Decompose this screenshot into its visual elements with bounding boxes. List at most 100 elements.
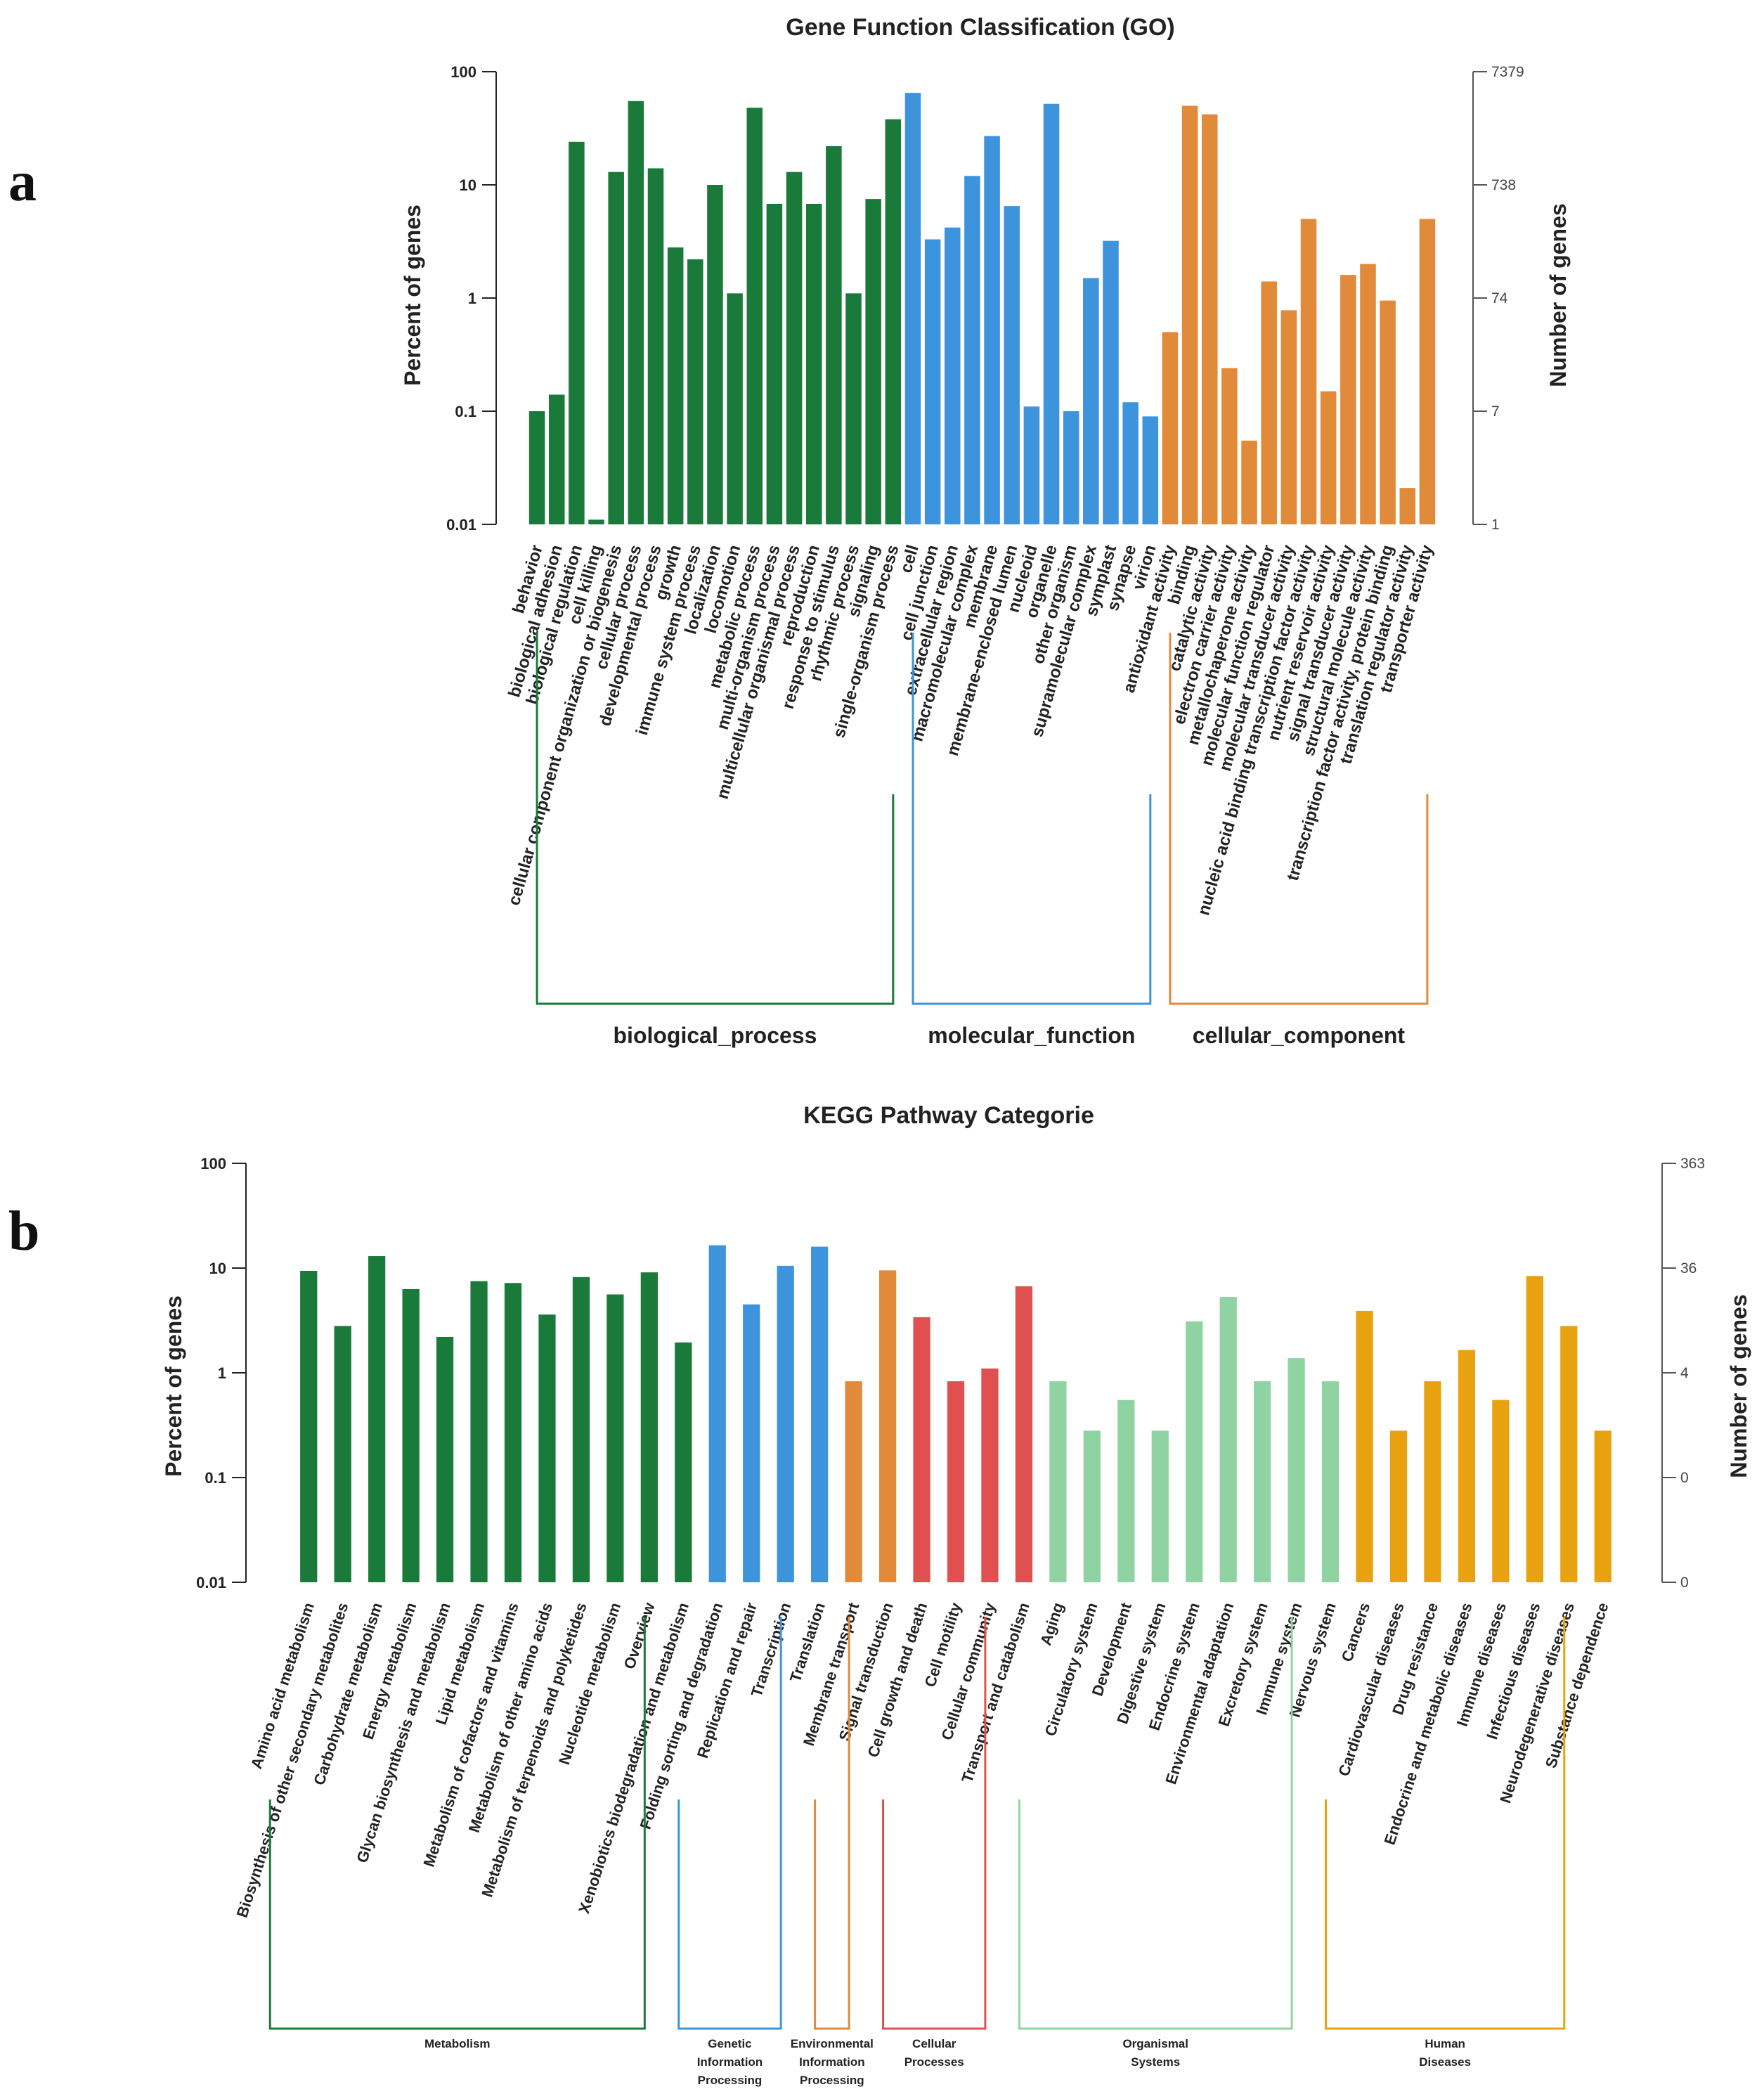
bar-locomotion	[727, 293, 743, 524]
group-label-molecular-function: molecular_function	[928, 1023, 1135, 1048]
right-tick-label: 4	[1680, 1365, 1689, 1381]
y-tick-label: 0.01	[196, 1574, 226, 1591]
bar-excretory-system	[1254, 1381, 1271, 1582]
bar-cell-junction	[924, 239, 941, 524]
bar-symplast	[1103, 240, 1119, 524]
bar-binding	[1181, 105, 1198, 525]
bar-supramolecular-complex	[1083, 278, 1099, 524]
group-label-genetic-information-processing: Processing	[698, 2074, 763, 2087]
bar-growth	[667, 247, 684, 524]
bar-endocrine-system	[1186, 1321, 1203, 1582]
kegg-y-axis-label: Percent of genes	[161, 1295, 186, 1477]
go-chart-title: Gene Function Classification (GO)	[786, 14, 1175, 41]
bar-glycan-biosynthesis-and-metabolism	[436, 1336, 454, 1582]
bar-drug-resistance	[1424, 1381, 1441, 1582]
bar-signal-transduction	[878, 1270, 897, 1582]
y-tick-label: 100	[450, 63, 476, 81]
group-label-genetic-information-processing: Genetic	[708, 2037, 751, 2050]
bracket-molecular-function	[912, 633, 1152, 1005]
bar-lipid-metabolism	[470, 1281, 488, 1582]
bracket-human-diseases	[1325, 1617, 1566, 2030]
bar-multicellular-organismal-process	[786, 172, 803, 524]
bar-molecular-transducer-activity	[1280, 310, 1297, 524]
bar-virion	[1142, 416, 1159, 524]
bar-immune-diseases	[1492, 1400, 1510, 1582]
right-tick-label: 363	[1680, 1156, 1705, 1172]
bar-multi-organism-process	[766, 203, 783, 524]
bar-biological-regulation	[569, 141, 585, 524]
bar-transcription-factor-activity-protein-binding	[1380, 300, 1396, 524]
bar-nutrient-reservoir-activity	[1320, 391, 1337, 524]
bar-membrane	[984, 136, 1000, 525]
bar-translation	[811, 1246, 829, 1582]
bracket-cellular-component	[1169, 633, 1429, 1005]
group-label-environmental-information-processing: Processing	[800, 2074, 864, 2087]
bar-cellular-community	[981, 1368, 999, 1582]
bracket-biological-process	[536, 633, 895, 1005]
bar-cell-killing	[588, 519, 604, 524]
y-tick-label: 0.1	[455, 403, 476, 420]
bar-overview	[640, 1272, 658, 1582]
bar-metabolic-process	[746, 108, 763, 524]
bar-infectious-diseases	[1526, 1276, 1543, 1582]
group-label-cellular-processes: Processes	[904, 2055, 964, 2069]
bar-metabolism-of-cofactors-and-vitamins	[504, 1283, 522, 1582]
y-tick-label: 0.01	[446, 516, 476, 534]
bar-cellular-component-organization-or-biogenesis	[608, 172, 624, 524]
bar-amino-acid-metabolism	[300, 1271, 318, 1582]
bar-nervous-system	[1321, 1381, 1340, 1582]
bar-behavior	[528, 411, 545, 524]
go-y-axis-label: Percent of genes	[400, 205, 425, 386]
group-label-environmental-information-processing: Environmental	[791, 2037, 874, 2050]
group-label-organismal-systems: Organismal	[1122, 2037, 1188, 2050]
bar-xenobiotics-biodegradation-and-metabolism	[675, 1342, 692, 1582]
bar-other-organism	[1063, 411, 1079, 524]
bar-transport-and-catabolism	[1015, 1286, 1033, 1582]
bar-metabolism-of-other-amino-acids	[538, 1314, 556, 1582]
go-chart: Gene Function Classification (GO) Percen…	[400, 14, 1571, 1048]
y-tick-label: 1	[218, 1364, 226, 1382]
x-tick-label: Aging	[1037, 1601, 1067, 1648]
bar-developmental-process	[647, 168, 664, 524]
bar-immune-system	[1288, 1358, 1305, 1582]
bar-metallochaperone-activity	[1241, 440, 1257, 524]
x-tick-label: Cancers	[1338, 1601, 1374, 1664]
group-label-organismal-systems: Systems	[1131, 2055, 1180, 2069]
bar-reproduction	[805, 203, 822, 524]
right-tick-label: 0	[1680, 1575, 1689, 1591]
bar-transcription	[777, 1265, 794, 1582]
bar-nucleic-acid-binding-transcription-factor-activity	[1300, 219, 1317, 524]
bar-substance-dependence	[1594, 1430, 1611, 1582]
bar-cell-growth-and-death	[913, 1317, 930, 1582]
bar-structural-molecule-activity	[1360, 264, 1376, 524]
x-tick-label: Overview	[621, 1600, 659, 1672]
bar-catalytic-activity	[1201, 114, 1218, 524]
bar-cell	[904, 93, 921, 524]
y-tick-label: 100	[200, 1155, 226, 1172]
group-label-genetic-information-processing: Information	[697, 2055, 763, 2069]
bar-biosynthesis-of-other-secondary-metabolites	[334, 1326, 351, 1582]
group-label-human-diseases: Diseases	[1419, 2055, 1471, 2069]
bar-membrane-enclosed-lumen	[1004, 206, 1020, 524]
bar-digestive-system	[1151, 1430, 1169, 1582]
kegg-right-axis-label: Number of genes	[1726, 1294, 1751, 1478]
bar-biological-adhesion	[548, 394, 565, 524]
right-tick-label: 1	[1491, 517, 1500, 533]
bar-cancers	[1356, 1310, 1373, 1582]
right-tick-label: 7	[1491, 403, 1500, 420]
bar-signal-transducer-activity	[1340, 275, 1356, 524]
bar-cell-motility	[947, 1381, 965, 1582]
bracket-environmental-information-processing	[814, 1617, 850, 2030]
bar-folding-sorting-and-degradation	[708, 1245, 726, 1582]
bar-electron-carrier-activity	[1221, 368, 1238, 524]
bar-response-to-stimulus	[826, 146, 842, 525]
bar-nucleoid	[1023, 406, 1040, 524]
group-label-cellular-component: cellular_component	[1193, 1023, 1406, 1048]
bracket-metabolism	[268, 1617, 646, 2030]
bar-metabolism-of-terpenoids-and-polyketides	[572, 1277, 590, 1582]
bracket-organismal-systems	[1018, 1617, 1293, 2030]
bar-translation-regulator-activity	[1399, 488, 1416, 524]
bar-neurodegenerative-diseases	[1560, 1326, 1578, 1582]
bar-single-organism-process	[885, 119, 902, 524]
